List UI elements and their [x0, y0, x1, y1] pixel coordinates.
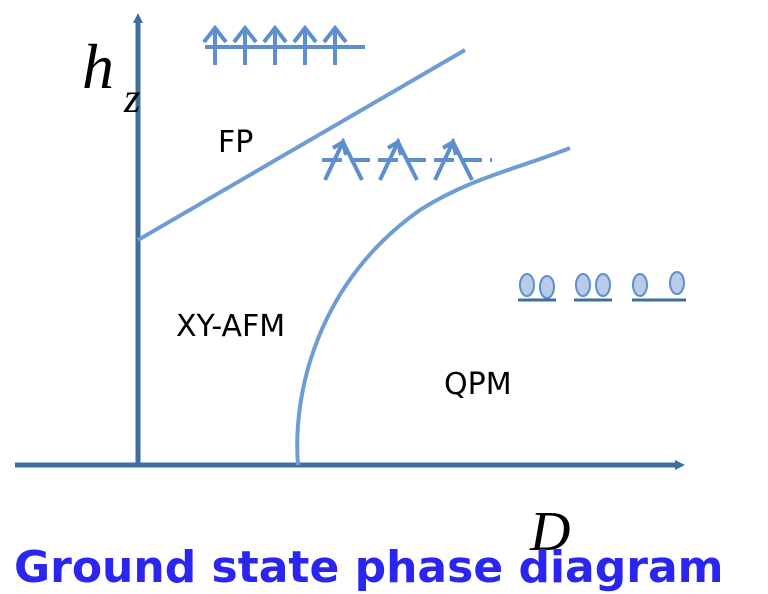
- title: Ground state phase diagram: [14, 542, 723, 593]
- fp-spins: [204, 28, 365, 65]
- y-axis-label: h: [82, 31, 114, 102]
- qpm-boundary: [297, 148, 570, 465]
- region-label: FP: [218, 125, 253, 160]
- y-axis-label-sub: z: [123, 76, 140, 122]
- qpm-singlets: [518, 272, 686, 300]
- phase-diagram: h z FP XY-AFM QPM D Ground state phase d…: [0, 0, 768, 594]
- region-label: XY-AFM: [176, 309, 285, 344]
- canted-spins: [322, 142, 492, 180]
- region-label: QPM: [444, 367, 512, 402]
